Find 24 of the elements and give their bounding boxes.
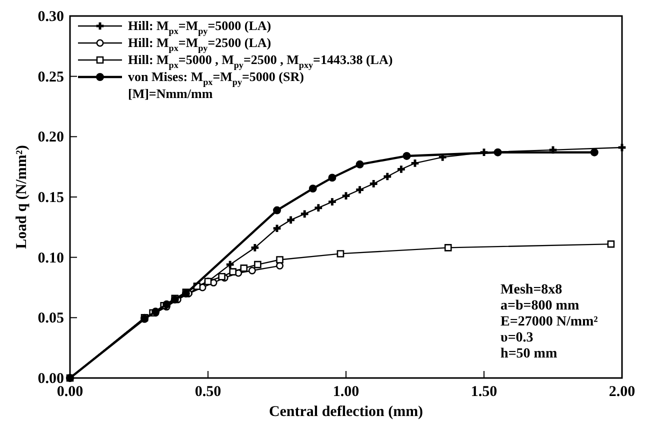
legend-label: von Mises: M$_{px}$=M$_{py}$=5000 (SR) (128, 69, 304, 87)
legend-label: Hill: M$_{px}$=M$_{py}$=2500 (LA) (128, 35, 272, 53)
x-tick-label: 1.00 (332, 384, 360, 400)
x-tick-label: 0.00 (56, 384, 84, 400)
x-tick-label: 0.50 (194, 384, 222, 400)
annotation: a=b=800 mm (500, 298, 580, 314)
annotation: υ=0.3 (500, 330, 534, 346)
legend-title: [M]=Nmm/mm (128, 86, 213, 101)
x-axis-title: Central deflection (mm) (268, 404, 424, 420)
legend-label: Hill: M$_{px}$=M$_{py}$=5000 (LA) (128, 18, 272, 36)
annotation: Mesh=8x8 (500, 282, 562, 298)
y-axis-title: Load q (N/mm²) (14, 145, 30, 249)
annotation: E=27000 N/mm² (500, 314, 598, 330)
y-tick-label: 0.15 (38, 190, 64, 206)
y-tick-label: 0.00 (38, 371, 64, 387)
y-tick-label: 0.30 (38, 9, 64, 25)
y-tick-label: 0.05 (38, 310, 64, 327)
y-tick-label: 0.20 (38, 130, 64, 146)
y-tick-label: 0.25 (38, 69, 64, 86)
y-tick-label: 0.10 (38, 250, 64, 266)
x-tick-label: 2.00 (608, 384, 636, 400)
legend-label: Hill: M$_{px}$=5000 , M$_{py}$=2500 , M$_{pxy}$=1443.38 (LA) (128, 52, 393, 70)
x-tick-label: 1.50 (470, 384, 498, 400)
annotation: h=50 mm (500, 346, 558, 362)
